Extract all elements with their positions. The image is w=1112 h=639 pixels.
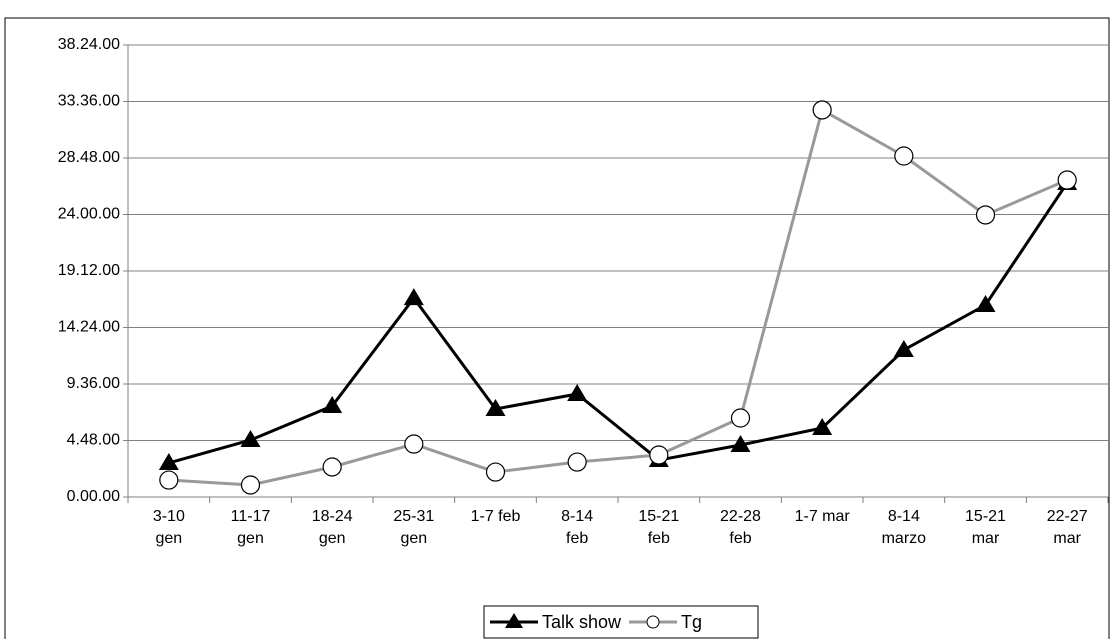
marker [240, 475, 261, 495]
marker [567, 452, 587, 472]
x-tick-label: gen [319, 530, 346, 547]
x-tick-label: marzo [882, 530, 927, 547]
y-tick-label: 24.00.00 [58, 206, 120, 223]
marker [322, 396, 343, 414]
marker [730, 434, 751, 452]
marker [403, 288, 424, 306]
legend-label: Tg [681, 612, 702, 632]
marker [812, 418, 833, 436]
marker [893, 339, 914, 357]
marker [975, 205, 996, 225]
y-tick-label: 4.48.00 [67, 432, 120, 449]
marker [1057, 170, 1077, 190]
series-line [168, 182, 1069, 465]
x-tick-label: gen [155, 530, 182, 547]
x-tick-label: 1-7 feb [471, 508, 521, 525]
marker [404, 434, 424, 454]
marker [567, 384, 588, 402]
marker [159, 470, 179, 490]
y-tick-label: 19.12.00 [58, 262, 120, 279]
legend: Talk show Tg [483, 605, 759, 639]
x-tick-label: gen [400, 530, 427, 547]
marker [894, 146, 914, 166]
y-tick-label: 0.00.00 [67, 488, 120, 505]
x-tick-label: 22-27 [1047, 508, 1088, 525]
x-tick-label: 15-21 [638, 508, 679, 525]
marker [485, 398, 506, 416]
marker [649, 445, 669, 465]
x-tick-label: 18-24 [312, 508, 353, 525]
y-tick-label: 28.48.00 [58, 149, 120, 166]
marker [812, 100, 832, 120]
y-tick-label: 14.24.00 [58, 319, 120, 336]
x-tick-label: 25-31 [393, 508, 434, 525]
legend-label: Talk show [542, 612, 622, 632]
x-tick-label: feb [729, 530, 751, 547]
x-tick-label: feb [648, 530, 670, 547]
legend-marker [646, 615, 660, 629]
y-tick-label: 38.24.00 [58, 36, 120, 53]
x-tick-label: feb [566, 530, 588, 547]
legend-marker [505, 613, 523, 628]
x-tick-label: 22-28 [720, 508, 761, 525]
marker [158, 452, 179, 470]
y-tick-label: 33.36.00 [58, 93, 120, 110]
marker [485, 462, 506, 482]
marker [322, 457, 342, 477]
x-tick-label: gen [237, 530, 264, 547]
y-tick-label: 9.36.00 [67, 375, 120, 392]
x-tick-label: 8-14 [888, 508, 920, 525]
marker [975, 295, 996, 313]
series-line [168, 107, 1068, 487]
x-tick-label: 3-10 [153, 508, 185, 525]
x-tick-label: 1-7 mar [795, 508, 851, 525]
x-tick-label: 11-17 [231, 508, 271, 525]
x-tick-label: 8-14 [561, 508, 593, 525]
marker [730, 408, 751, 428]
x-tick-label: 15-21 [965, 508, 1006, 525]
x-tick-label: mar [1053, 530, 1081, 547]
marker [240, 430, 261, 448]
x-tick-label: mar [972, 530, 1000, 547]
chart-frame [4, 17, 1110, 639]
